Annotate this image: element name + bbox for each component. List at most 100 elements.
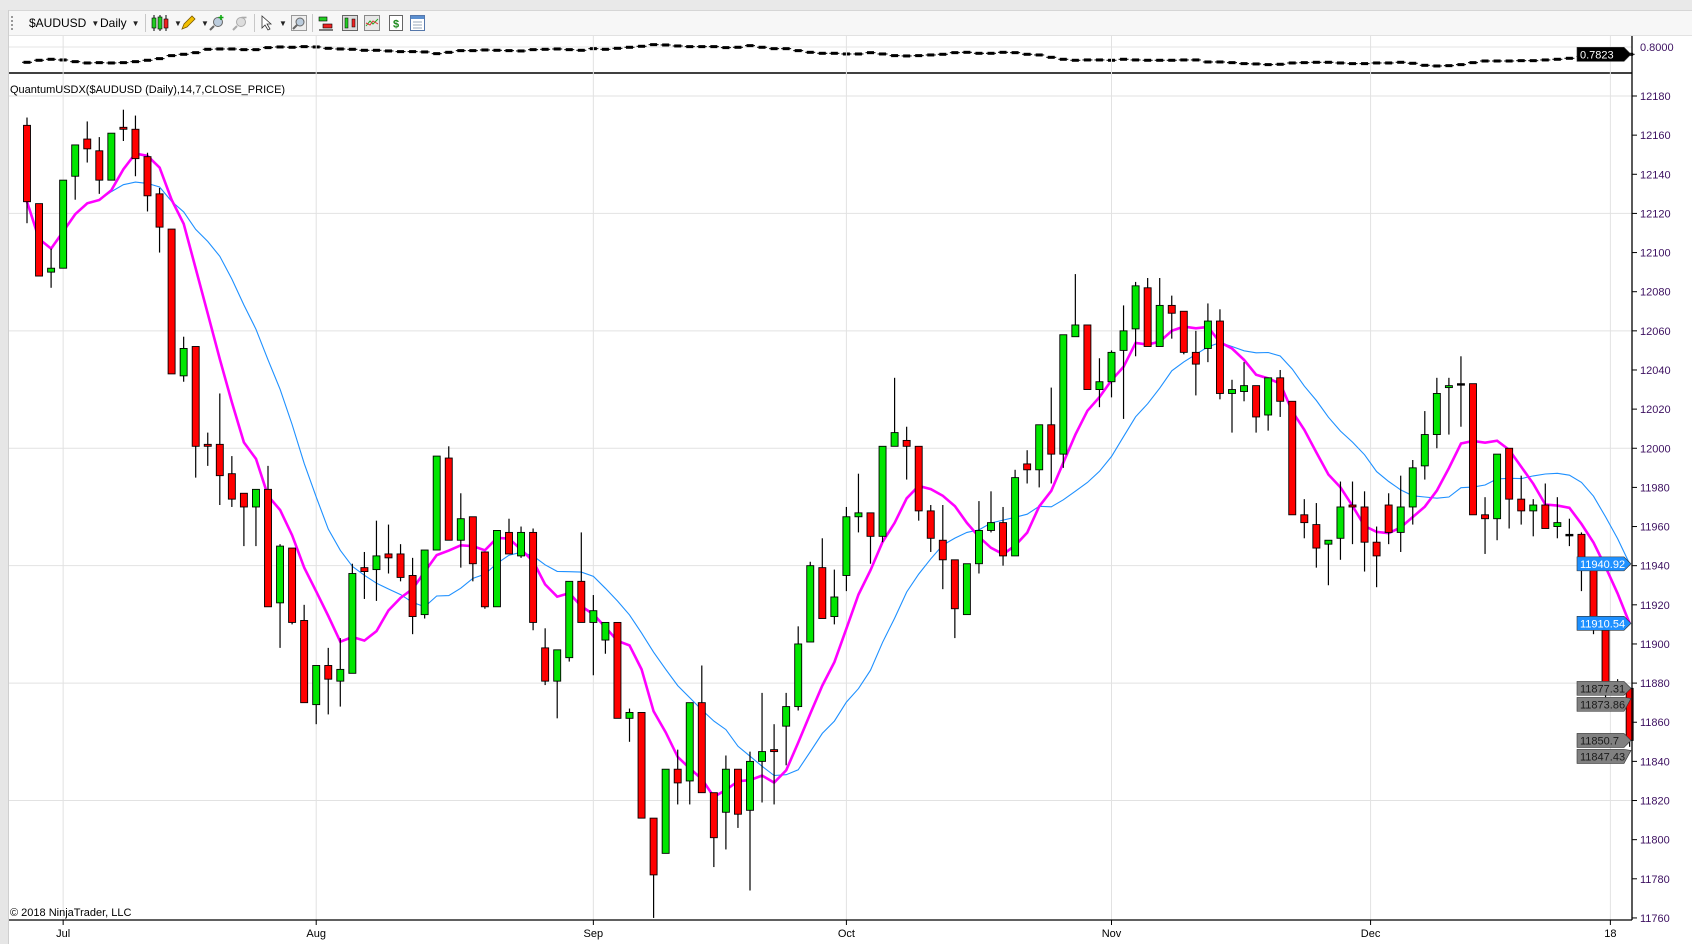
candle-body [1456, 383, 1465, 386]
upper-bar [770, 47, 778, 51]
strategies-button[interactable]: $ [389, 11, 403, 35]
candle-body [649, 817, 658, 876]
candle [71, 144, 80, 200]
candle [107, 132, 116, 181]
candle-body [1565, 533, 1574, 537]
candle [1324, 539, 1333, 586]
candle [119, 109, 128, 142]
pointer-button[interactable]: ▼ [260, 11, 287, 35]
upper-bar [1132, 58, 1140, 62]
upper-bar [782, 47, 790, 51]
candle [721, 755, 730, 850]
upper-bar [626, 45, 633, 49]
upper-bar [975, 51, 983, 55]
candle-body [613, 621, 622, 719]
candle-body [1083, 324, 1092, 390]
candle-body [251, 488, 260, 508]
candle-body [758, 751, 766, 762]
upper-bar [445, 50, 453, 54]
properties-button[interactable] [410, 11, 425, 35]
interval-selector[interactable]: Daily ▼ [100, 11, 140, 35]
candle [685, 702, 694, 805]
upper-bar [951, 51, 959, 55]
price-axis-label: 12100 [1640, 248, 1671, 260]
chevron-down-icon: ▼ [91, 18, 100, 28]
candle [673, 749, 682, 805]
candle [505, 518, 513, 555]
candle-body [456, 518, 465, 541]
upper-bar [288, 45, 296, 49]
upper-bar [722, 46, 730, 50]
candle [1215, 309, 1224, 400]
price-tag-shape [1576, 556, 1632, 572]
candle [782, 692, 791, 766]
drawing-tools-button[interactable]: ▼ [180, 11, 209, 35]
upper-bar [421, 50, 429, 54]
candle [1396, 475, 1405, 552]
candle-body [1252, 385, 1261, 418]
upper-bar [192, 51, 200, 55]
indicators-icon [364, 15, 380, 31]
upper-bar [1493, 59, 1501, 63]
candle [806, 561, 815, 643]
candle-body [1107, 351, 1116, 383]
upper-bar [1349, 62, 1356, 66]
candle [1264, 377, 1273, 431]
chart-style-button[interactable]: ▼ [150, 11, 182, 35]
candle-body [432, 455, 441, 551]
zoom-out-button[interactable] [232, 11, 248, 35]
price-axis-label: 11800 [1640, 835, 1670, 847]
candle [1047, 387, 1056, 484]
price-axis-label: 11920 [1640, 600, 1670, 612]
candle [734, 768, 742, 828]
candle-body [794, 643, 803, 708]
upper-bar [818, 51, 826, 55]
instrument-selector[interactable]: $AUDUSD ▼ [29, 11, 99, 35]
candle [1131, 281, 1140, 357]
indicators-button[interactable] [364, 11, 380, 35]
candle [987, 491, 995, 533]
toolbar-divider [312, 14, 313, 32]
upper-bar [517, 49, 525, 53]
candle-body [637, 712, 646, 819]
pointer-icon [261, 15, 273, 31]
upper-bar [734, 45, 742, 49]
candle [493, 530, 501, 608]
upper-bar [1565, 56, 1573, 60]
candle [950, 559, 959, 639]
candle-body [1384, 504, 1393, 533]
candle-body [1372, 541, 1381, 557]
candle-body [902, 439, 911, 447]
candle [842, 506, 851, 592]
data-series-button[interactable] [318, 11, 334, 35]
candle-body [131, 128, 140, 160]
candle-body [1408, 467, 1417, 508]
properties-icon [410, 15, 425, 31]
candle [1252, 385, 1261, 433]
candle-body [1143, 287, 1152, 347]
upper-bar [686, 45, 694, 49]
toolbar-grip[interactable] [11, 16, 15, 30]
upper-bar [541, 47, 549, 51]
upper-bar [360, 48, 368, 52]
candle [1432, 377, 1441, 449]
price-axis-label: 12180 [1640, 91, 1671, 103]
upper-bar [1505, 59, 1513, 63]
candle-body [818, 567, 827, 619]
candle [215, 393, 224, 506]
upper-bar [601, 47, 609, 51]
zoom-in-button[interactable] [209, 11, 225, 35]
moving-average-14-line [26, 181, 1631, 777]
candle [408, 557, 417, 635]
magnifier-button[interactable] [291, 11, 307, 35]
upper-bar [264, 46, 272, 50]
upper-bar [1011, 51, 1019, 55]
candle [1348, 481, 1357, 545]
chart-style-options-button[interactable] [342, 11, 358, 35]
candle [203, 432, 212, 466]
candle [1529, 499, 1538, 537]
candle-body [1131, 285, 1140, 330]
upper-bar [433, 52, 441, 56]
instrument-label: $AUDUSD [29, 16, 87, 30]
